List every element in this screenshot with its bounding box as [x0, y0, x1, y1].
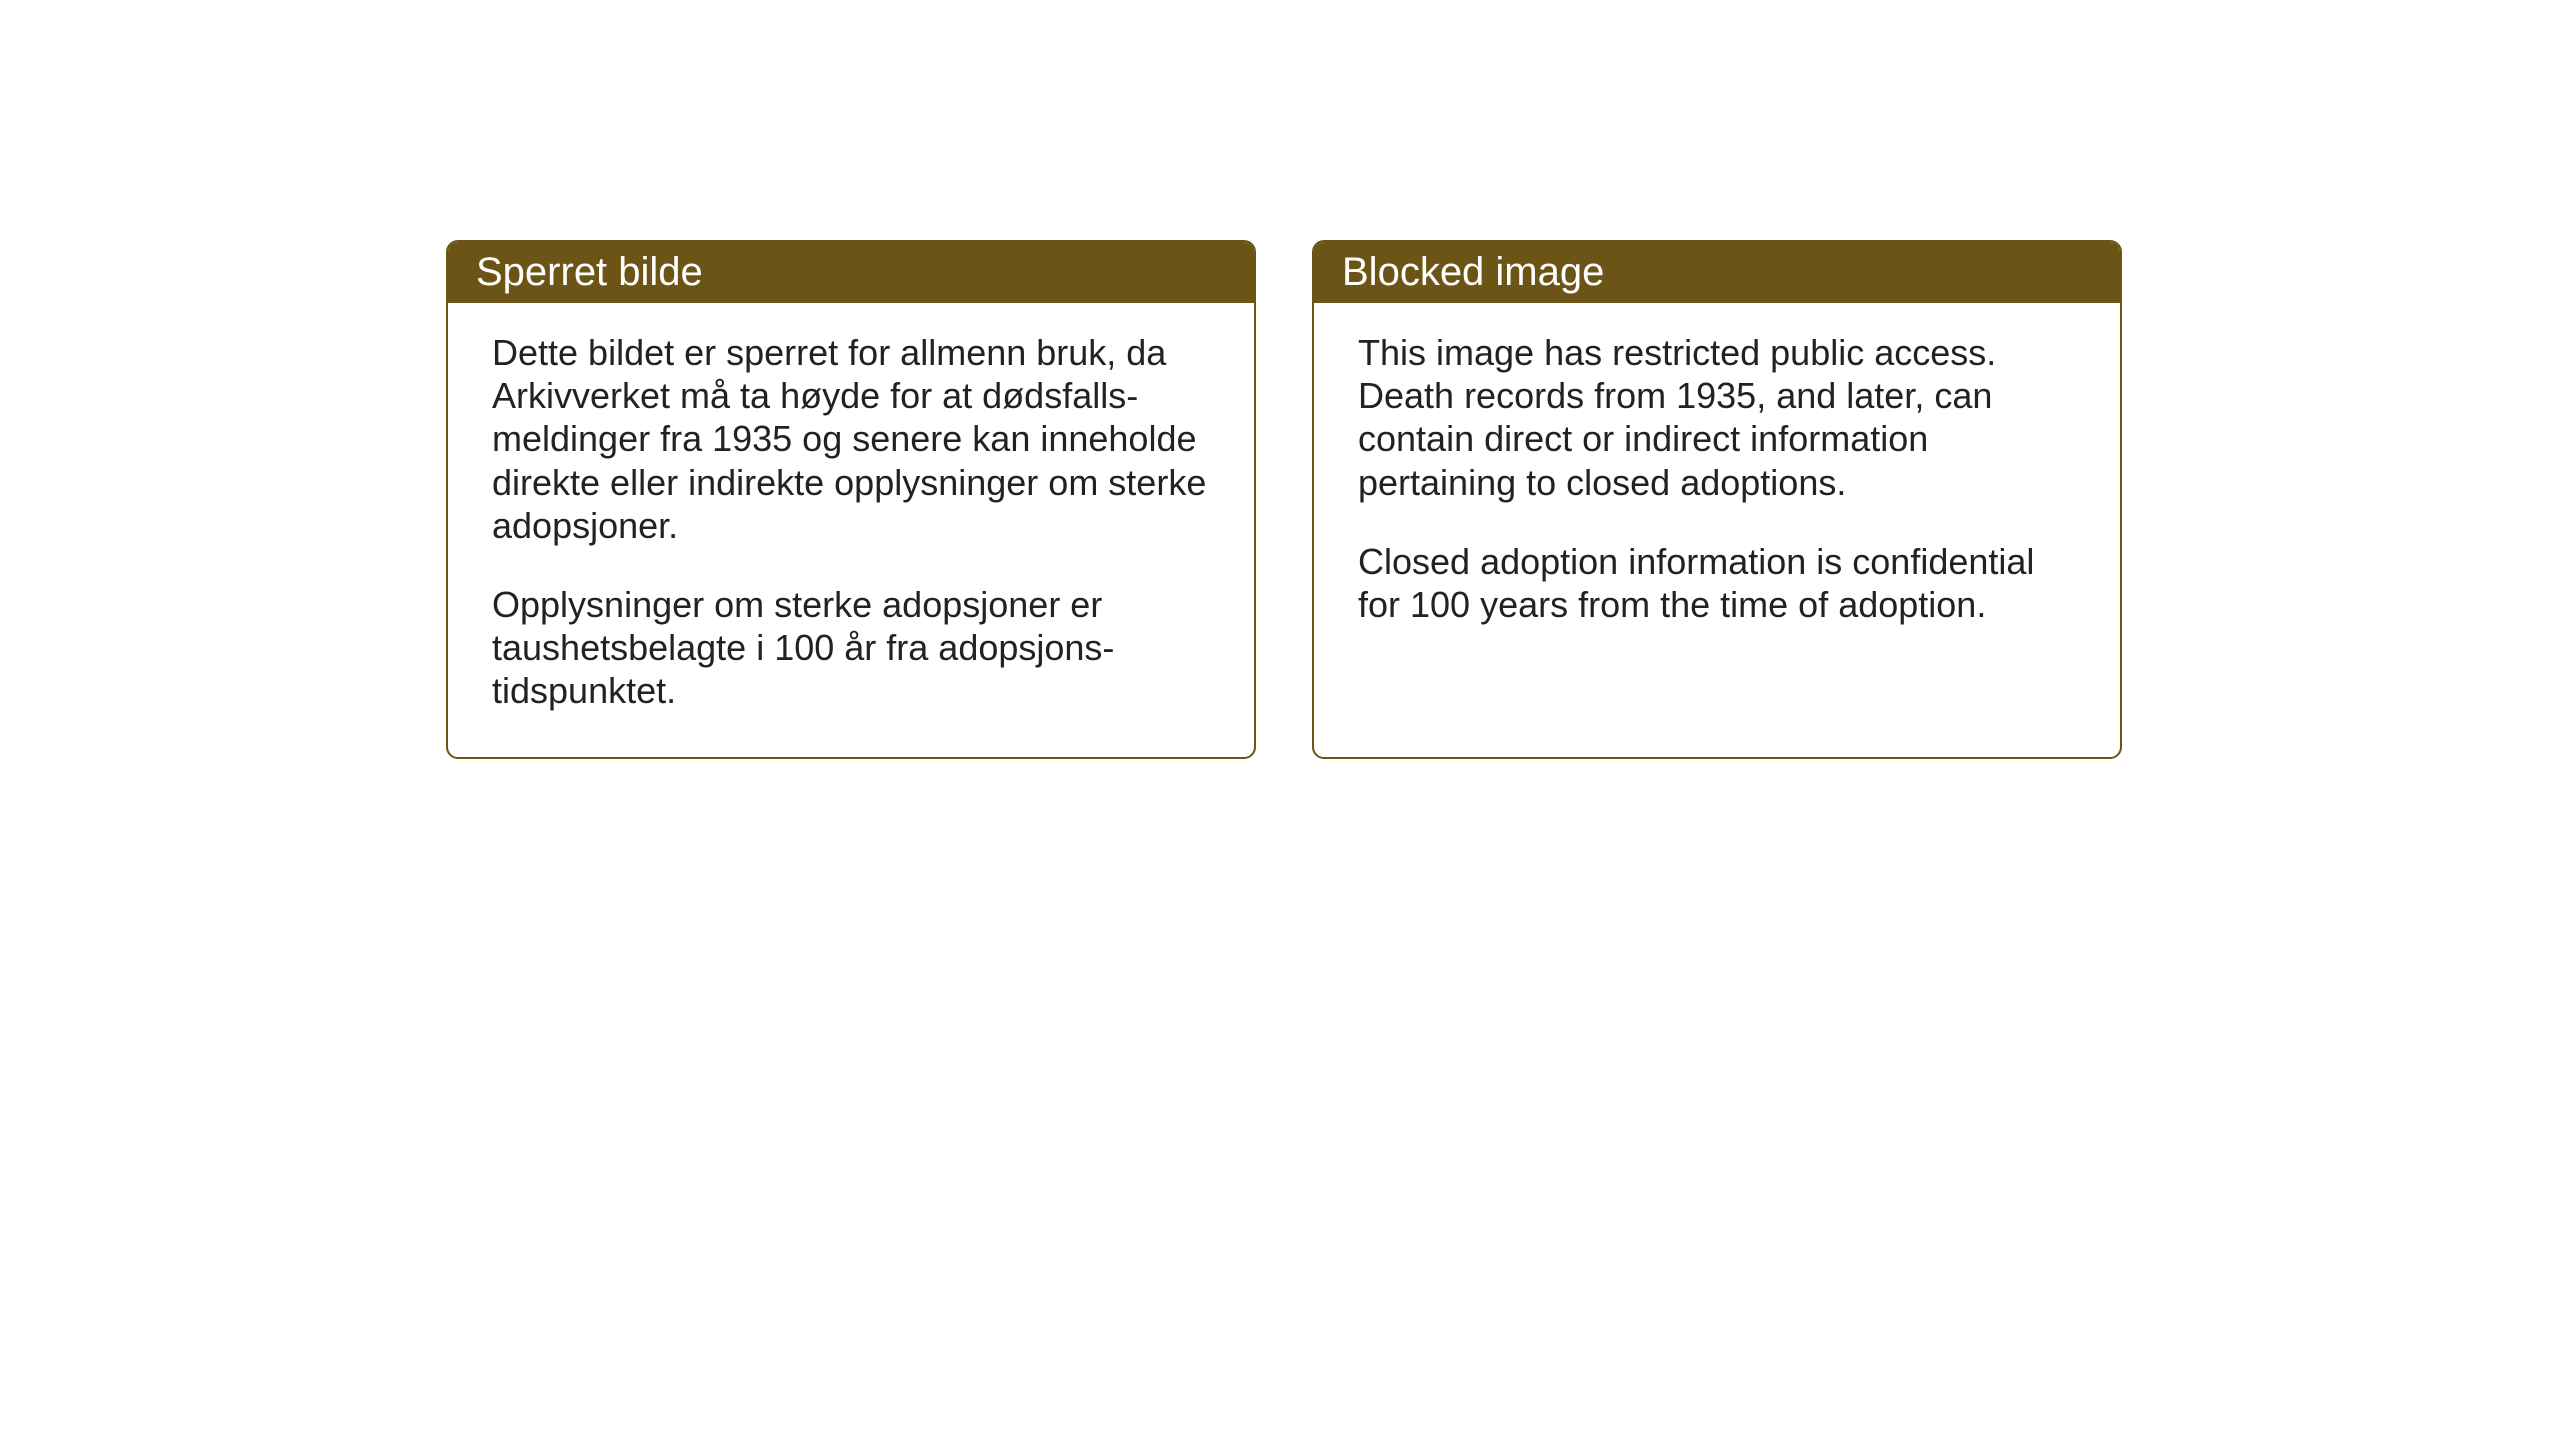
card-body-norwegian: Dette bildet er sperret for allmenn bruk… — [448, 303, 1254, 757]
card-header-norwegian: Sperret bilde — [448, 242, 1254, 303]
notice-card-english: Blocked image This image has restricted … — [1312, 240, 2122, 759]
card-header-english: Blocked image — [1314, 242, 2120, 303]
card-paragraph2-norwegian: Opplysninger om sterke adopsjoner er tau… — [492, 583, 1210, 713]
card-title-norwegian: Sperret bilde — [476, 250, 703, 294]
card-paragraph1-norwegian: Dette bildet er sperret for allmenn bruk… — [492, 331, 1210, 547]
notice-container: Sperret bilde Dette bildet er sperret fo… — [446, 240, 2122, 759]
card-paragraph1-english: This image has restricted public access.… — [1358, 331, 2076, 504]
card-paragraph2-english: Closed adoption information is confident… — [1358, 540, 2076, 626]
card-body-english: This image has restricted public access.… — [1314, 303, 2120, 670]
card-title-english: Blocked image — [1342, 250, 1604, 294]
notice-card-norwegian: Sperret bilde Dette bildet er sperret fo… — [446, 240, 1256, 759]
